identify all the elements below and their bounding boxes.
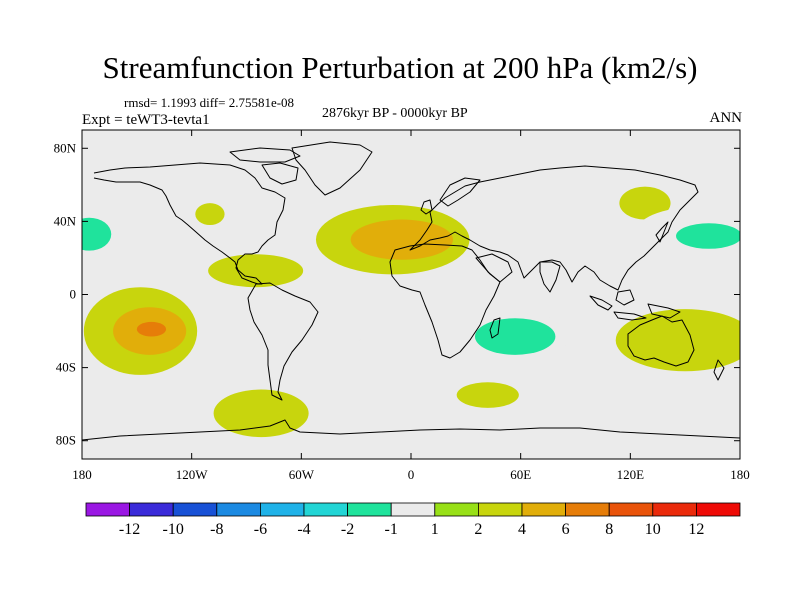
colorbar-label: -2 — [341, 521, 354, 538]
coast-madagascar — [489, 317, 501, 339]
colorbar-swatch — [477, 502, 523, 517]
colorbar-swatch — [85, 502, 130, 517]
map-background — [82, 130, 740, 459]
coast-new-zealand — [713, 359, 725, 381]
colorbar-swatch — [565, 502, 610, 517]
colorbar-swatch — [303, 502, 348, 517]
colorbar-label: 8 — [605, 521, 613, 538]
lon-tick-label: 120W — [176, 467, 209, 482]
coast-scandinavia — [439, 177, 481, 207]
colorbar-swatch — [172, 502, 218, 517]
coast-arabia — [475, 253, 513, 283]
longitude-axis: 180 120W 60W 0 60E 120E 180 — [72, 130, 750, 482]
coast-antarctica — [82, 419, 740, 441]
lat-tick-label: 80N — [54, 140, 77, 155]
anomaly-south-atlantic-trough — [347, 334, 395, 438]
anomaly-north-atlantic-core — [350, 219, 454, 260]
coast-australia — [627, 315, 695, 367]
anomaly-central-asia-negative — [526, 192, 552, 207]
lon-tick-label: 60E — [510, 467, 531, 482]
season-label: ANN — [709, 110, 743, 126]
colorbar-swatch — [390, 502, 436, 517]
coast-arctic-islands — [229, 147, 301, 163]
coast-south-america — [247, 282, 319, 401]
anomaly-north-pacific-east-negative — [82, 217, 112, 251]
coast-japan — [655, 221, 669, 243]
coastlines — [82, 141, 740, 441]
lat-tick-label: 80S — [56, 433, 76, 448]
coast-new-guinea — [647, 303, 681, 319]
colorbar-label: 6 — [562, 521, 570, 538]
colorbar-label: 2 — [474, 521, 482, 538]
anomaly-south-pacific-core — [136, 321, 167, 337]
anomaly-gulf-positive — [195, 203, 225, 226]
coast-baffin — [261, 162, 299, 185]
coast-indonesia-2 — [613, 311, 647, 321]
latitude-axis: 80N 40N 0 40S 80S — [54, 140, 740, 448]
colorbar-swatch — [696, 502, 741, 517]
anomaly-tropical-atlantic-positive — [208, 254, 304, 288]
coast-eurasia — [409, 165, 699, 291]
colorbar-label: -1 — [385, 521, 398, 538]
lat-tick-label: 0 — [70, 287, 77, 302]
colorbar-label: -4 — [297, 521, 310, 538]
coast-north-america — [93, 162, 286, 285]
anomaly-west-pacific-core — [676, 223, 740, 249]
colorbar-label: -12 — [119, 521, 140, 538]
colorbar-label: -8 — [210, 521, 223, 538]
colorbar-label: -10 — [163, 521, 184, 538]
anomaly-north-america-negative — [244, 175, 293, 227]
lat-tick-label: 40N — [54, 213, 77, 228]
lon-tick-label: 120E — [617, 467, 645, 482]
colorbar: -12 -10 -8 -6 -4 -2 -1 1 2 4 6 8 10 12 — [85, 502, 741, 538]
period-label: 2876kyr BP - 0000kyr BP — [322, 106, 468, 121]
coast-borneo — [615, 289, 635, 306]
stats-line: rmsd= 1.1993 diff= 2.75581e-08 — [124, 95, 295, 110]
anomaly-southern-ocean-positive — [456, 382, 519, 408]
colorbar-swatch — [434, 502, 479, 517]
colorbar-swatch — [259, 502, 305, 517]
lon-tick-label: 180 — [72, 467, 92, 482]
colorbar-swatch — [129, 502, 174, 517]
coast-greenland — [291, 141, 373, 196]
colorbar-label: 1 — [431, 521, 439, 538]
colorbar-swatch — [521, 502, 566, 517]
lon-tick-label: 0 — [408, 467, 415, 482]
lon-tick-label: 180 — [730, 467, 750, 482]
lat-tick-label: 40S — [56, 360, 76, 375]
colorbar-label: -6 — [254, 521, 267, 538]
colorbar-label: 12 — [688, 521, 704, 538]
anomaly-drake-passage-positive — [213, 389, 309, 438]
coast-british-isles — [420, 199, 433, 215]
anomaly-northeast-asia-positive — [619, 186, 671, 220]
colorbar-swatch — [216, 502, 261, 517]
colorbar-swatch — [347, 502, 392, 517]
colorbar-label: 10 — [645, 521, 661, 538]
colorbar-swatch — [652, 502, 697, 517]
coast-india — [539, 261, 561, 293]
coast-africa — [389, 243, 501, 359]
lon-tick-label: 60W — [289, 467, 315, 482]
anomaly-south-indian-ocean-dot — [483, 384, 486, 387]
colorbar-swatch — [608, 502, 654, 517]
experiment-label: Expt = teWT3-tevta1 — [82, 112, 210, 128]
colorbar-label: 4 — [518, 521, 526, 538]
anomaly-indian-ocean-core — [474, 318, 556, 355]
anomaly-australia-positive — [615, 309, 740, 372]
coast-indonesia-1 — [589, 295, 613, 311]
plot-title: Streamfunction Perturbation at 200 hPa (… — [102, 50, 698, 85]
anomaly-south-america-negative — [230, 292, 282, 337]
